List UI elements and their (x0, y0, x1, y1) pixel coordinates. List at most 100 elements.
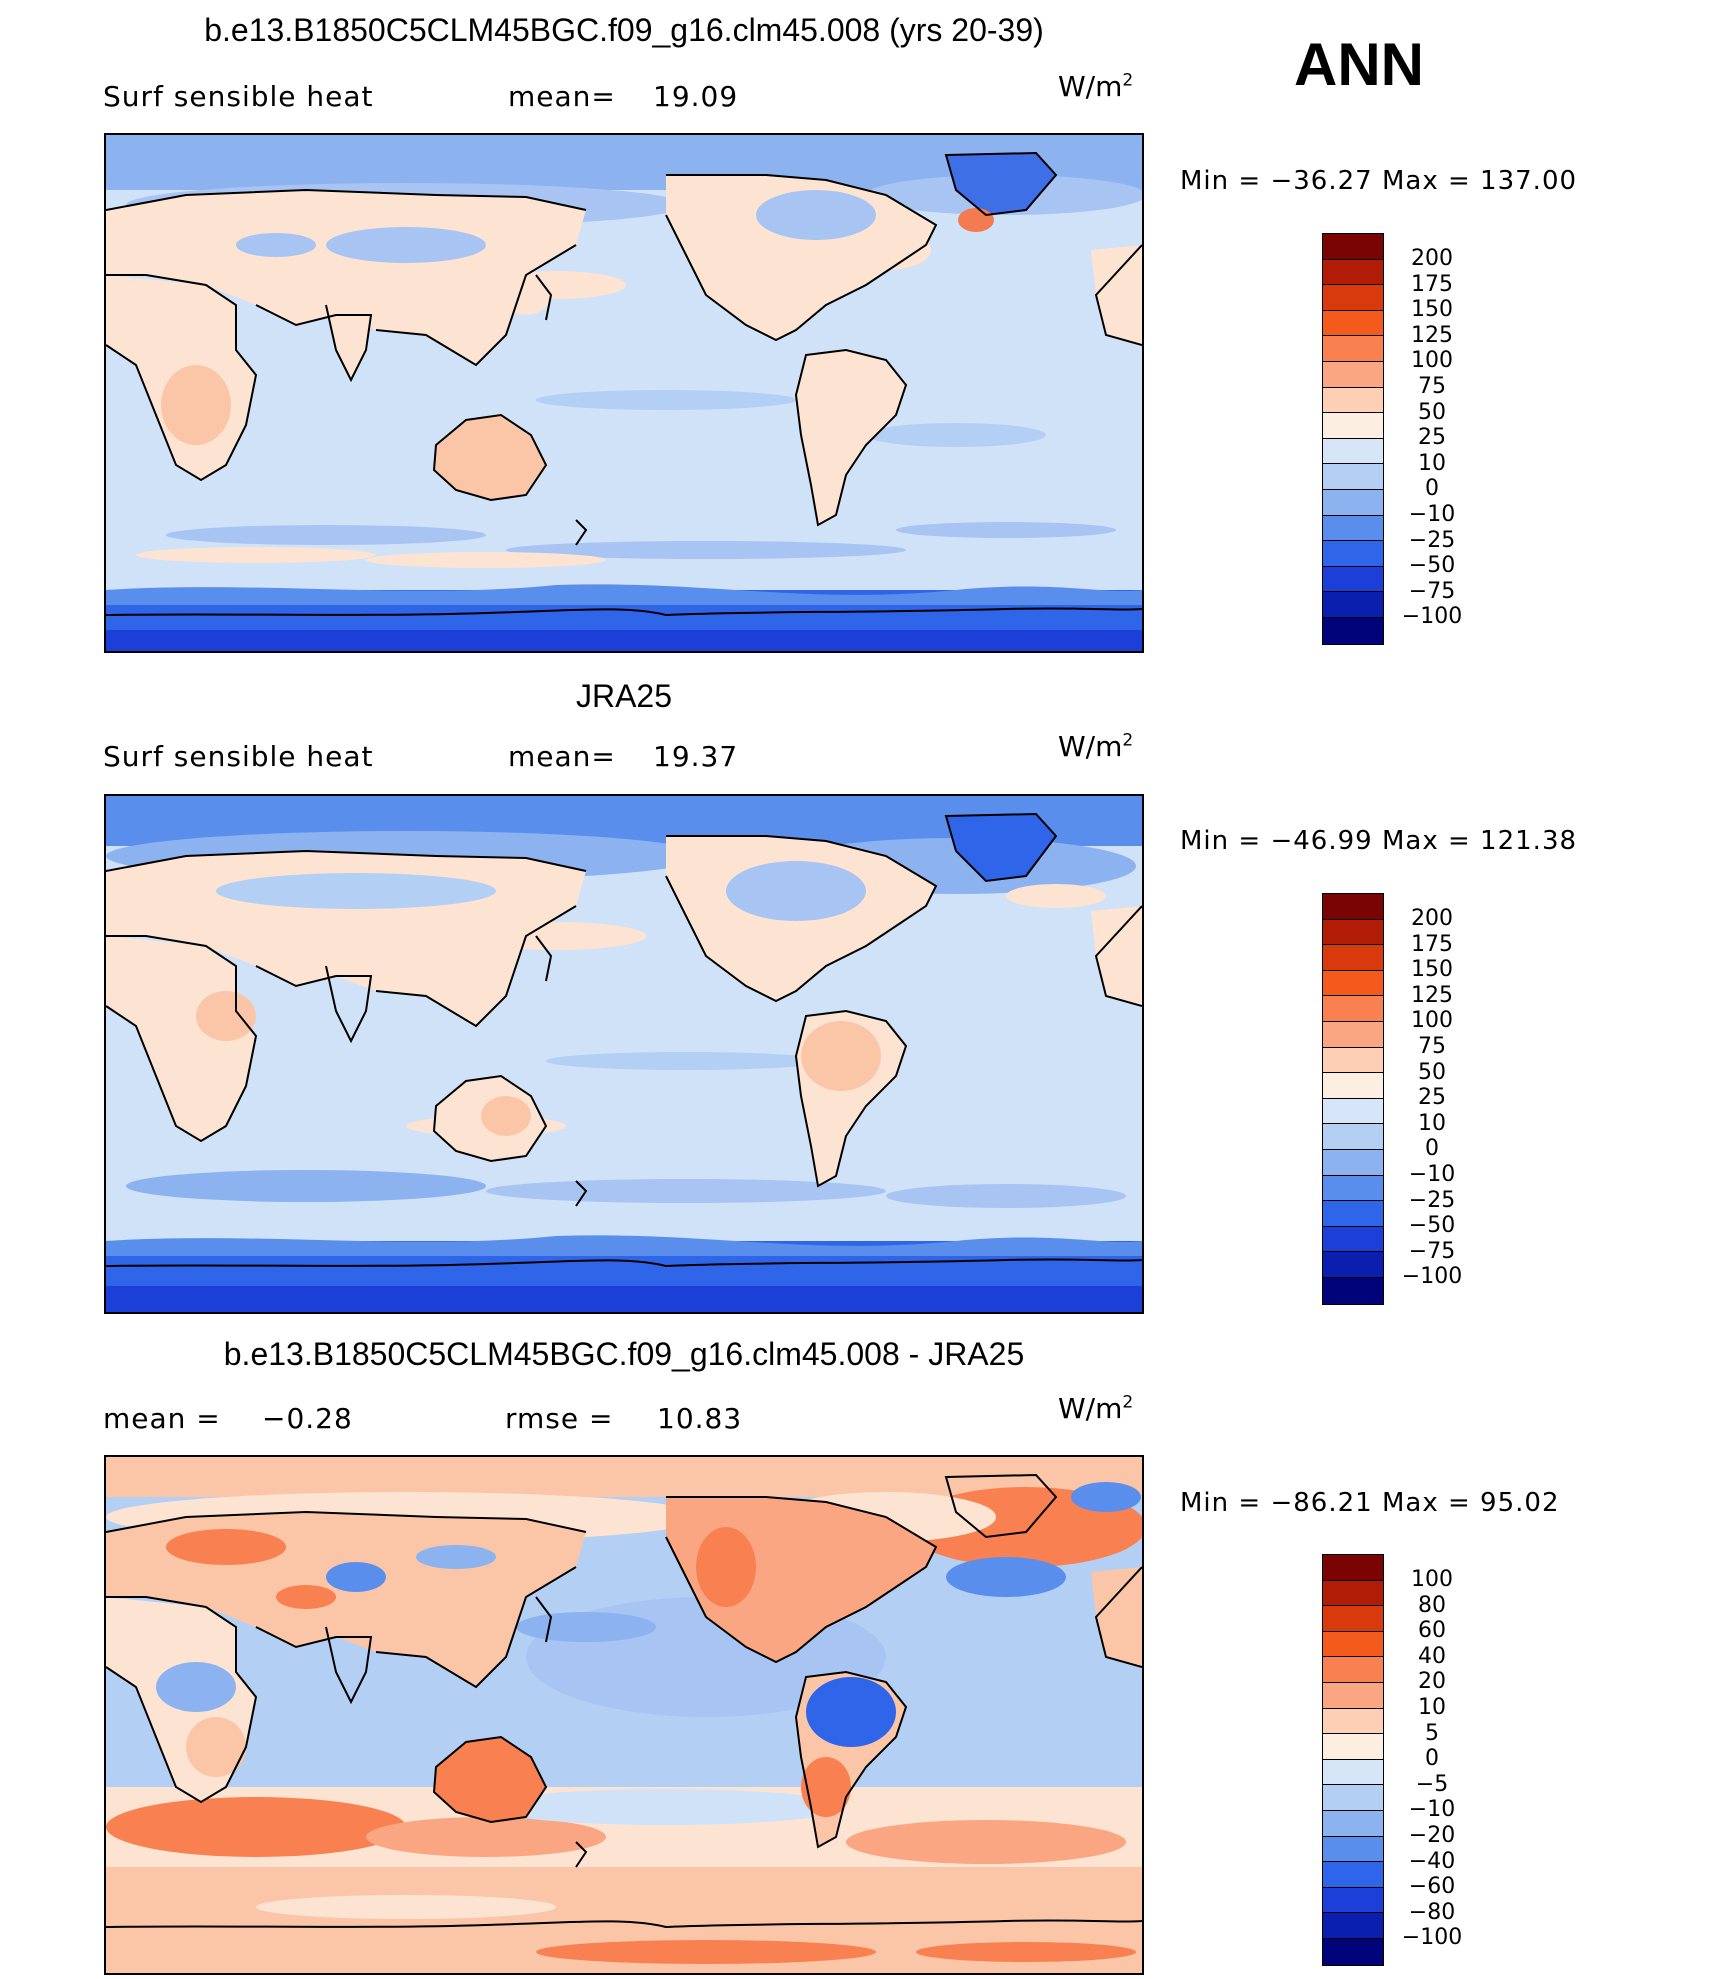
panel-1-title: b.e13.B1850C5CLM45BGC.f09_g16.clm45.008 … (204, 12, 1044, 48)
panel-2-field-label: Surf sensible heat (103, 740, 374, 773)
panel-2-units: W/m2 (1058, 730, 1134, 763)
colorbar-swatch (1323, 1862, 1383, 1888)
colorbar-swatch (1323, 1277, 1383, 1304)
colorbar-swatch (1323, 515, 1383, 542)
colorbar-label: 150 (1411, 297, 1453, 322)
colorbar-label: 125 (1411, 323, 1453, 348)
colorbar-swatch (1323, 541, 1383, 567)
colorbar-label: −100 (1401, 1264, 1463, 1289)
panel-1-mean-value: 19.09 (653, 80, 739, 113)
colorbar-label: 60 (1418, 1618, 1446, 1643)
colorbar-label: 175 (1411, 272, 1453, 297)
colorbar-label: −50 (1408, 1213, 1456, 1238)
panel-2-min-max: Min = −46.99 Max = 121.38 (1180, 826, 1578, 856)
colorbar-swatch (1323, 285, 1383, 311)
panel-2-map (104, 794, 1144, 1314)
panel-2-title: JRA25 (575, 678, 673, 714)
colorbar-swatch (1323, 1555, 1383, 1581)
colorbar-label: −25 (1408, 1188, 1456, 1213)
colorbar-label: 200 (1411, 906, 1453, 931)
colorbar-label: 100 (1411, 348, 1453, 373)
colorbar-label: 25 (1418, 1085, 1446, 1110)
colorbar-label: 80 (1418, 1593, 1446, 1618)
colorbar-label: 100 (1411, 1567, 1453, 1592)
colorbar-label: 50 (1418, 1060, 1446, 1085)
colorbar-swatch (1323, 1149, 1383, 1176)
panel-3-colorbar (1322, 1554, 1384, 1966)
colorbar-label: 100 (1411, 1008, 1453, 1033)
panel-3-mean-label: mean = (103, 1402, 221, 1435)
colorbar-swatch (1323, 592, 1383, 618)
colorbar-swatch (1323, 1580, 1383, 1607)
colorbar-label: −75 (1408, 1239, 1456, 1264)
colorbar-label: −100 (1401, 1925, 1463, 1950)
colorbar-label: −5 (1415, 1772, 1449, 1797)
colorbar-label: −75 (1408, 579, 1456, 604)
panel-1-colorbar (1322, 233, 1384, 645)
colorbar-swatch (1323, 1785, 1383, 1811)
colorbar-swatch (1323, 1098, 1383, 1125)
colorbar-swatch (1323, 336, 1383, 362)
colorbar-swatch (1323, 1606, 1383, 1632)
panel-2-mean-value: 19.37 (653, 740, 739, 773)
colorbar-label: 75 (1418, 1034, 1446, 1059)
colorbar-label: −10 (1408, 1797, 1456, 1822)
panel-3-min-max: Min = −86.21 Max = 95.02 (1180, 1488, 1560, 1518)
colorbar-swatch (1323, 945, 1383, 971)
colorbar-label: 200 (1411, 246, 1453, 271)
colorbar-swatch (1323, 617, 1383, 644)
colorbar-label: −40 (1408, 1849, 1456, 1874)
colorbar-swatch (1323, 259, 1383, 286)
colorbar-label: 75 (1418, 374, 1446, 399)
panel-3-mean-value: −0.28 (262, 1402, 353, 1435)
colorbar-label: 125 (1411, 983, 1453, 1008)
colorbar-swatch (1323, 387, 1383, 414)
colorbar-swatch (1323, 361, 1383, 388)
colorbar-label: 10 (1418, 1111, 1446, 1136)
colorbar-swatch (1323, 970, 1383, 997)
colorbar-label: −10 (1408, 502, 1456, 527)
colorbar-swatch (1323, 310, 1383, 337)
colorbar-label: 0 (1425, 1746, 1439, 1771)
colorbar-swatch (1323, 1047, 1383, 1074)
colorbar-swatch (1323, 1913, 1383, 1939)
colorbar-swatch (1323, 1021, 1383, 1048)
colorbar-label: 0 (1425, 476, 1439, 501)
colorbar-label: 50 (1418, 400, 1446, 425)
colorbar-swatch (1323, 489, 1383, 516)
colorbar-swatch (1323, 1887, 1383, 1914)
colorbar-label: 20 (1418, 1669, 1446, 1694)
colorbar-label: −100 (1401, 604, 1463, 629)
panel-3-rmse-label: rmse = (505, 1402, 614, 1435)
colorbar-swatch (1323, 919, 1383, 946)
panel-1-min-max: Min = −36.27 Max = 137.00 (1180, 166, 1578, 196)
colorbar-swatch (1323, 566, 1383, 593)
panel-3-title: b.e13.B1850C5CLM45BGC.f09_g16.clm45.008 … (223, 1336, 1025, 1372)
colorbar-label: −20 (1408, 1823, 1456, 1848)
colorbar-label: 10 (1418, 1695, 1446, 1720)
colorbar-label: 150 (1411, 957, 1453, 982)
colorbar-swatch (1323, 1124, 1383, 1150)
colorbar-label: 5 (1425, 1721, 1439, 1746)
colorbar-label: −10 (1408, 1162, 1456, 1187)
colorbar-swatch (1323, 1836, 1383, 1863)
colorbar-swatch (1323, 1175, 1383, 1202)
colorbar-swatch (1323, 413, 1383, 439)
colorbar-swatch (1323, 1938, 1383, 1965)
colorbar-swatch (1323, 996, 1383, 1022)
panel-2-colorbar (1322, 893, 1384, 1305)
colorbar-label: 10 (1418, 451, 1446, 476)
colorbar-label: −80 (1408, 1900, 1456, 1925)
colorbar-swatch (1323, 1226, 1383, 1253)
panel-3-units: W/m2 (1058, 1392, 1134, 1425)
panel-1-field-label: Surf sensible heat (103, 80, 374, 113)
season-label: ANN (1294, 31, 1424, 98)
colorbar-swatch (1323, 1201, 1383, 1227)
colorbar-swatch (1323, 234, 1383, 260)
panel-2-mean-label: mean= (508, 740, 616, 773)
colorbar-label: −25 (1408, 528, 1456, 553)
colorbar-label: −50 (1408, 553, 1456, 578)
colorbar-label: 175 (1411, 932, 1453, 957)
colorbar-swatch (1323, 1682, 1383, 1709)
colorbar-swatch (1323, 1073, 1383, 1099)
